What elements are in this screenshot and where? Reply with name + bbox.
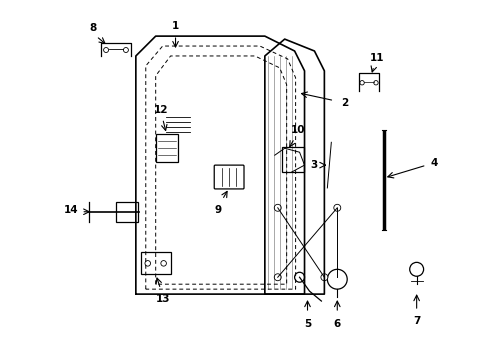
Text: 3: 3 <box>309 160 317 170</box>
Text: 9: 9 <box>214 205 222 215</box>
Text: 12: 12 <box>153 104 167 114</box>
Circle shape <box>333 204 340 211</box>
Circle shape <box>320 274 327 281</box>
Circle shape <box>294 272 304 282</box>
Text: 1: 1 <box>172 21 179 31</box>
Bar <box>281 147 303 172</box>
Text: 14: 14 <box>64 205 79 215</box>
Text: 6: 6 <box>333 319 340 329</box>
FancyBboxPatch shape <box>214 165 244 189</box>
Text: 8: 8 <box>89 23 97 33</box>
Bar <box>155 134 177 162</box>
Text: 5: 5 <box>303 319 310 329</box>
Text: 2: 2 <box>341 98 348 108</box>
Text: 7: 7 <box>412 316 420 326</box>
Circle shape <box>274 204 281 211</box>
Text: 13: 13 <box>155 294 169 304</box>
Bar <box>116 202 138 222</box>
Bar <box>141 252 170 274</box>
Circle shape <box>409 262 423 276</box>
Text: 10: 10 <box>290 125 304 135</box>
Text: 11: 11 <box>369 53 384 63</box>
Text: 4: 4 <box>429 158 437 168</box>
Circle shape <box>326 269 346 289</box>
Circle shape <box>274 274 281 281</box>
